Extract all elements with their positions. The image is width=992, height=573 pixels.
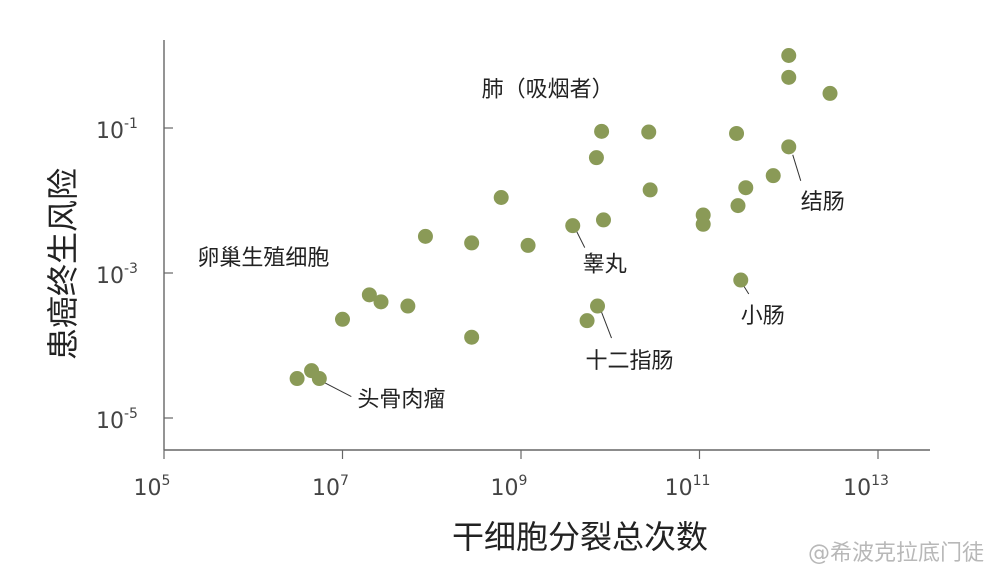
ticks: 105 107 109 1011 1013 10-1 10-3 10-5 [96, 116, 889, 501]
y-tick-label: 10-5 [96, 406, 138, 434]
x-tick-label: 109 [491, 473, 528, 501]
annotation-leader [601, 311, 612, 339]
data-point [641, 124, 657, 140]
data-point [588, 150, 604, 166]
data-point [594, 123, 610, 139]
annotation-label: 睾丸 [583, 253, 627, 278]
data-point [730, 198, 746, 214]
data-point [565, 218, 581, 234]
annotation-label: 十二指肠 [586, 349, 674, 374]
annotation-label: 卵巢生殖细胞 [197, 246, 329, 271]
data-point [335, 311, 350, 327]
data-point [417, 228, 433, 244]
data-point [361, 287, 377, 303]
annotation-leaders [324, 154, 802, 397]
annotation-label: 小肠 [741, 304, 785, 329]
data-point [590, 298, 606, 314]
data-points [289, 48, 838, 387]
y-tick-label: 10-1 [96, 116, 138, 144]
data-point [765, 168, 781, 184]
x-tick-label: 107 [312, 473, 349, 501]
y-axis-title: 患癌终生风险 [44, 168, 82, 360]
data-point [464, 329, 480, 345]
data-point [520, 237, 536, 253]
data-point [738, 180, 754, 196]
annotation-leader [324, 382, 352, 397]
annotation-label: 头骨肉瘤 [357, 388, 445, 413]
data-point [733, 272, 749, 288]
watermark: @希波克拉底门徒 [808, 541, 984, 566]
annotation-leader [576, 231, 586, 248]
x-axis-title: 干细胞分裂总次数 [452, 518, 708, 556]
x-tick-label: 1013 [843, 473, 889, 501]
annotation-label: 结肠 [801, 190, 845, 215]
data-point [311, 371, 327, 387]
data-point [493, 189, 509, 205]
axes [163, 40, 930, 451]
data-point [781, 48, 797, 63]
data-point [695, 216, 711, 232]
annotation-leader [743, 285, 750, 295]
annotation-label: 肺（吸烟者） [482, 77, 614, 102]
data-point [373, 294, 389, 310]
data-point [729, 125, 745, 141]
data-point [781, 69, 797, 85]
data-point [595, 212, 611, 228]
y-tick-label: 10-3 [96, 261, 138, 289]
data-point [464, 235, 480, 251]
data-point [642, 182, 658, 198]
data-point [400, 298, 416, 314]
data-point [822, 85, 838, 101]
data-point [289, 371, 305, 387]
x-tick-label: 1011 [665, 473, 711, 501]
x-tick-label: 105 [134, 473, 171, 501]
data-point [781, 139, 797, 155]
annotation-leader [792, 154, 802, 181]
data-point [579, 313, 595, 329]
